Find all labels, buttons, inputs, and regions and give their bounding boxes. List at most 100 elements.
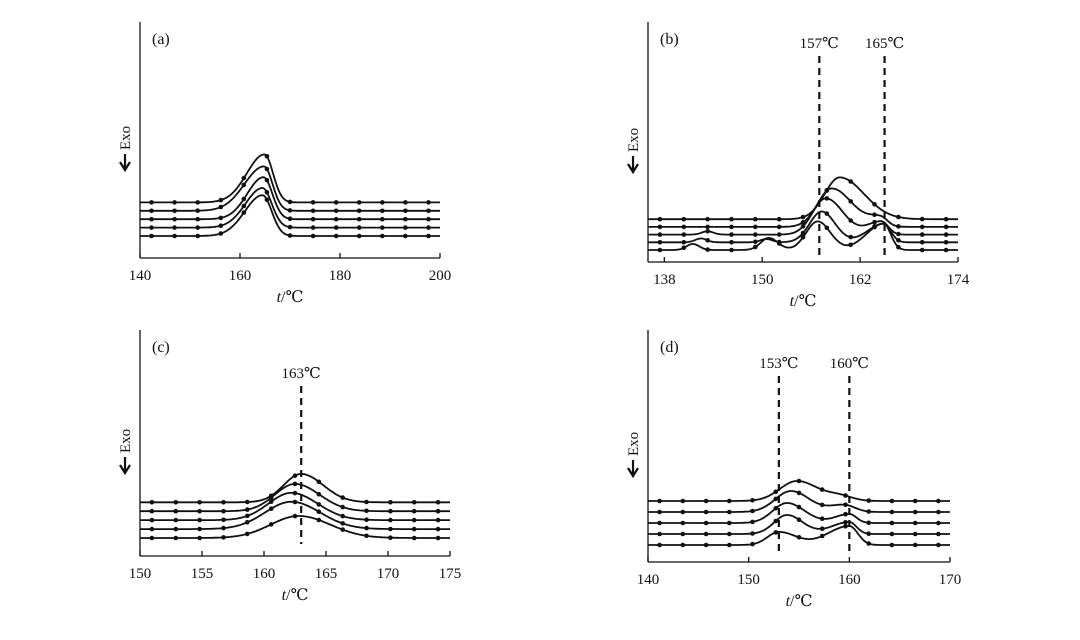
data-point: [292, 481, 298, 487]
data-point: [681, 240, 687, 245]
data-point: [729, 247, 734, 253]
data-point: [919, 216, 925, 222]
y-axis-label: Exo: [626, 432, 642, 479]
series-line-curve-5: [648, 176, 958, 221]
data-point: [703, 531, 709, 537]
data-point: [943, 232, 949, 237]
data-point: [264, 154, 270, 159]
data-point: [936, 498, 941, 504]
data-point: [727, 542, 732, 548]
data-point: [364, 517, 369, 522]
data-point: [388, 526, 393, 532]
data-point: [426, 208, 431, 214]
x-axis-label: t/℃: [790, 293, 817, 310]
y-axis-label: Exo: [118, 126, 134, 173]
data-point: [866, 541, 871, 546]
data-point: [800, 224, 806, 229]
data-point: [221, 500, 226, 505]
data-point: [705, 238, 710, 243]
data-point: [936, 520, 941, 526]
data-point: [889, 498, 895, 504]
x-tick-label: 160: [838, 572, 861, 588]
data-point: [149, 200, 154, 205]
x-tick-label: 155: [191, 566, 214, 582]
data-point: [657, 531, 662, 537]
down-arrow-icon: [627, 460, 639, 479]
data-point: [364, 499, 369, 505]
data-point: [268, 522, 274, 527]
data-point: [292, 513, 298, 519]
x-tick-label: 165: [315, 566, 338, 582]
data-point: [310, 208, 316, 214]
data-point: [705, 216, 710, 222]
data-point: [195, 233, 200, 239]
data-point: [936, 542, 941, 548]
data-point: [149, 216, 154, 222]
data-point: [703, 509, 709, 515]
data-point: [287, 224, 293, 230]
data-point: [866, 498, 871, 503]
data-point: [245, 513, 250, 519]
data-point: [241, 196, 247, 202]
data-point: [753, 216, 758, 222]
data-point: [819, 516, 825, 521]
data-point: [356, 233, 362, 239]
data-point: [197, 526, 202, 532]
data-point: [241, 182, 247, 188]
data-point: [657, 520, 662, 526]
data-point: [819, 526, 825, 531]
data-point: [333, 208, 339, 214]
data-point: [657, 498, 662, 504]
data-point: [403, 216, 408, 222]
data-point: [340, 527, 346, 532]
data-point: [919, 232, 925, 237]
reference-line-label: 153℃: [759, 356, 798, 372]
data-point: [316, 509, 322, 514]
data-point: [872, 224, 877, 229]
data-point: [403, 208, 408, 214]
data-point: [364, 525, 369, 531]
data-point: [727, 531, 732, 537]
data-point: [241, 210, 247, 215]
data-point: [705, 247, 710, 252]
data-point: [292, 473, 298, 479]
data-point: [195, 225, 200, 230]
data-point: [172, 225, 177, 230]
data-point: [843, 520, 848, 525]
data-point: [848, 218, 853, 223]
down-arrow-icon: [119, 154, 131, 173]
data-point: [310, 225, 316, 230]
x-tick-label: 170: [939, 572, 962, 588]
x-tick-label: 174: [947, 272, 970, 288]
data-point: [333, 233, 339, 239]
x-tick-label: 200: [429, 268, 452, 284]
y-axis-label: Exo: [626, 128, 642, 175]
series-line-curve-5: [140, 153, 440, 204]
data-point: [872, 202, 877, 207]
svg-text:Exo: Exo: [118, 429, 134, 453]
data-point: [195, 216, 200, 222]
data-point: [896, 224, 901, 229]
panel-c: 150 155 160 165 170 175 t/℃ Exo (c) 163℃: [118, 330, 461, 604]
data-point: [380, 208, 385, 214]
x-tick-label: 150: [737, 572, 760, 588]
data-point: [333, 200, 339, 205]
data-point: [773, 496, 779, 502]
svg-text:Exo: Exo: [626, 128, 642, 152]
data-point: [889, 531, 895, 537]
data-point: [388, 508, 393, 514]
data-point: [435, 500, 441, 505]
data-point: [172, 233, 177, 239]
data-point: [356, 225, 362, 230]
data-point: [241, 175, 247, 181]
x-tick-label: 160: [253, 566, 276, 582]
data-point: [435, 535, 441, 541]
data-point: [149, 526, 155, 532]
data-point: [912, 542, 918, 548]
data-point: [411, 508, 417, 514]
data-point: [912, 498, 918, 504]
data-point: [773, 506, 779, 511]
x-tick-label: 150: [129, 566, 152, 582]
data-point: [173, 508, 179, 514]
